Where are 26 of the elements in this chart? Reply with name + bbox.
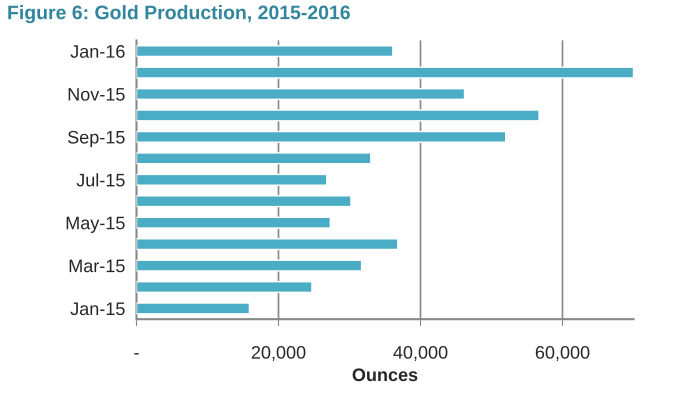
- y-tick-label: Jan-16: [70, 45, 125, 58]
- bar: [136, 109, 540, 122]
- bar: [136, 130, 506, 143]
- y-tick-label: Nov-15: [68, 88, 125, 101]
- bar: [136, 45, 394, 58]
- bar: [136, 238, 398, 250]
- y-tick-label: Jan-15: [70, 302, 125, 316]
- bar: [136, 280, 313, 294]
- chart-title: Figure 6: Gold Production, 2015-2016: [8, 5, 350, 24]
- bar: [136, 66, 634, 79]
- bar: [136, 259, 362, 272]
- bar: [136, 88, 466, 100]
- bar: [136, 216, 332, 229]
- bar: [136, 174, 328, 186]
- x-tick-label: -: [134, 353, 139, 355]
- x-axis-title: Ounces: [352, 368, 418, 382]
- bar: [136, 152, 372, 164]
- x-tick-label: 40,000: [393, 346, 448, 361]
- x-tick-label: 20,000: [252, 346, 306, 361]
- bar: [136, 302, 250, 314]
- y-tick-label: Jul-15: [76, 173, 125, 186]
- x-tick-label: 60,000: [536, 346, 590, 361]
- y-tick-label: Mar-15: [70, 260, 125, 272]
- y-tick-label: May-15: [66, 216, 125, 233]
- bar: [136, 195, 352, 208]
- y-tick-label: Sep-15: [68, 130, 125, 148]
